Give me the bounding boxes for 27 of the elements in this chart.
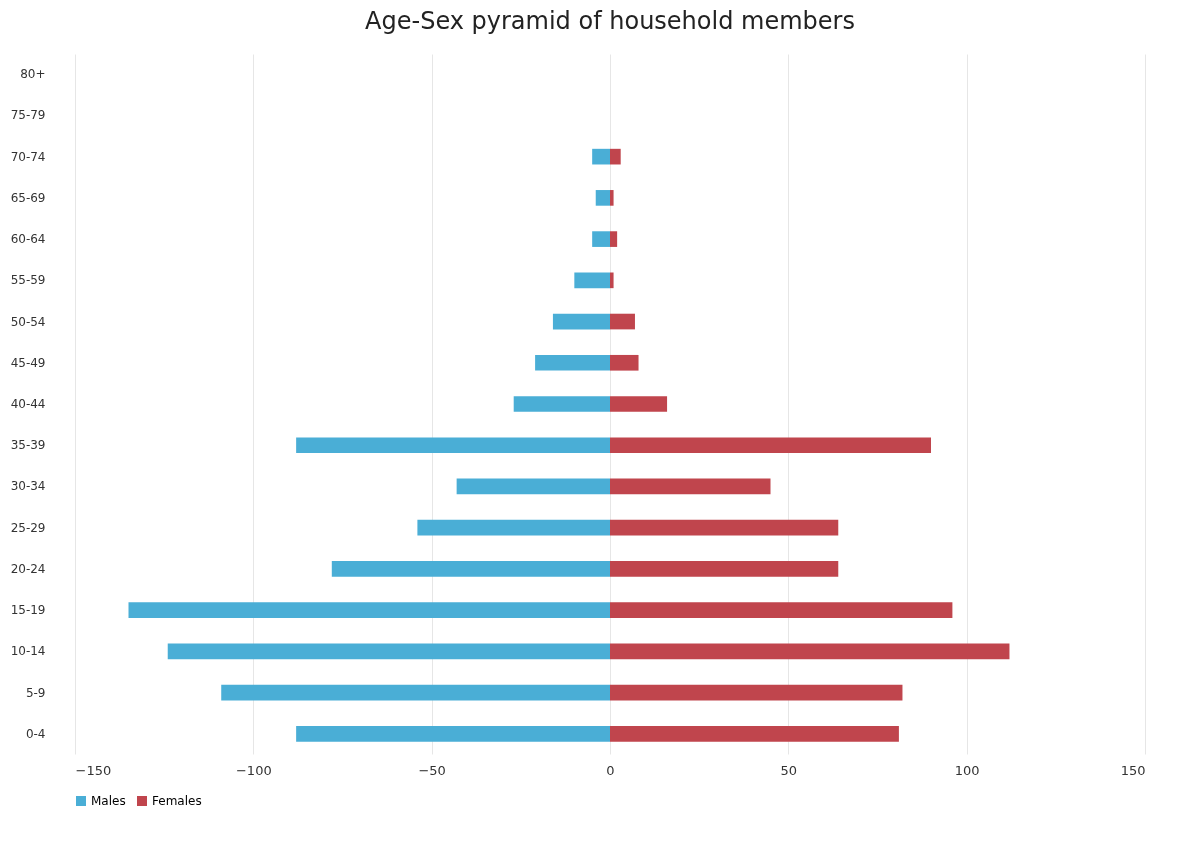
legend-label: Males <box>91 794 126 808</box>
x-tick-label: 50 <box>780 762 798 778</box>
y-tick-label: 35-39 <box>10 438 46 453</box>
y-tick-label: 10-14 <box>10 644 46 659</box>
y-tick-label: 45-49 <box>10 355 46 370</box>
y-tick-label: 70-74 <box>10 149 46 164</box>
y-tick-label: 55-59 <box>10 273 46 288</box>
x-tick-label: 0 <box>606 762 615 778</box>
chart-title: Age-Sex pyramid of household members <box>365 7 855 35</box>
y-tick-label: 50-54 <box>10 314 46 329</box>
y-tick-label: 30-34 <box>10 479 46 494</box>
y-tick-label: 65-69 <box>10 190 46 205</box>
y-tick-label: 25-29 <box>10 520 46 535</box>
y-tick-label: 0-4 <box>25 726 46 741</box>
y-tick-label: 80+ <box>20 67 46 82</box>
y-tick-label: 20-24 <box>10 561 46 576</box>
y-tick-label: 15-19 <box>10 603 46 618</box>
x-tick-label: −150 <box>75 762 112 778</box>
x-tick-label: −100 <box>235 762 272 778</box>
y-tick-label: 60-64 <box>10 232 46 247</box>
legend-label: Females <box>152 794 202 808</box>
y-tick-label: 5-9 <box>25 685 46 700</box>
y-tick-label: 40-44 <box>10 397 46 411</box>
x-tick-label: 100 <box>954 762 980 778</box>
y-tick-label: 75-79 <box>10 108 46 123</box>
x-tick-label: −50 <box>418 762 446 778</box>
x-tick-label: 150 <box>1120 762 1146 778</box>
